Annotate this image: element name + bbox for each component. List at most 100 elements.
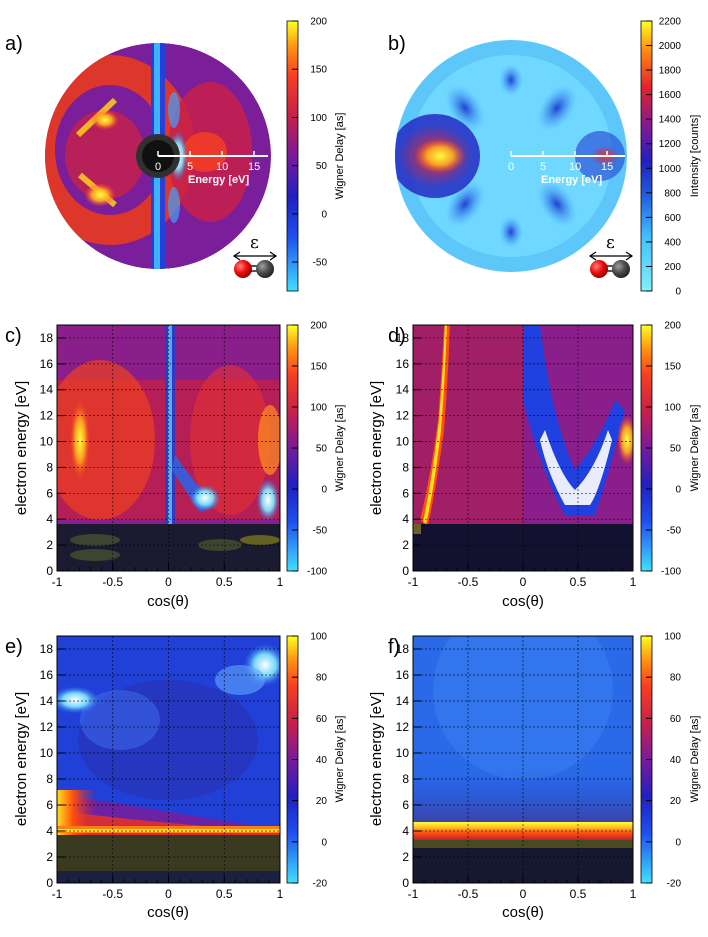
panel-f-colorbar-ticks: -20 0 20 40 60 80 100 — [646, 632, 681, 890]
colorbar-tick-label: 200 — [310, 321, 327, 332]
x-tick-label: 0.5 — [216, 575, 233, 589]
panel-a-energy-tick: 5 — [187, 161, 193, 173]
panel-a-energy-tick: 15 — [248, 161, 260, 173]
y-tick-label: 14 — [396, 694, 410, 708]
colorbar-tick-label: 2200 — [659, 17, 682, 28]
panel-a-colorbar-ticks: -50 0 50 100 150 200 — [292, 17, 327, 269]
x-tick-label: 1 — [277, 887, 284, 901]
y-tick-label: 6 — [46, 798, 53, 812]
x-tick-label: -0.5 — [102, 575, 123, 589]
panel-e-gridlines — [57, 636, 280, 883]
panel-a-molecule-icon: ε — [232, 233, 278, 278]
colorbar-tick-label: 60 — [316, 714, 328, 725]
colorbar-tick-label: 1200 — [659, 139, 682, 150]
colorbar-tick-label: 600 — [664, 213, 681, 224]
panel-d-colorbar-ticks: -100 -50 0 50 100 150 200 — [646, 321, 681, 578]
colorbar-tick-label: -50 — [313, 526, 328, 537]
y-tick-label: 2 — [402, 850, 409, 864]
y-tick-label: 8 — [402, 460, 409, 474]
y-tick-label: 14 — [40, 383, 54, 397]
y-tick-label: 4 — [46, 824, 53, 838]
colorbar-tick-label: 2000 — [659, 41, 682, 52]
colorbar-tick-label: 0 — [321, 837, 327, 848]
panel-b-colorbar-label: Intensity [counts] — [689, 115, 701, 198]
colorbar-tick-label: 1800 — [659, 66, 682, 77]
colorbar-tick-label: 0 — [321, 485, 327, 496]
panel-b-polarization-label: ε — [606, 233, 615, 253]
panel-b-energy-tick: 10 — [569, 161, 581, 173]
y-tick-label: 10 — [396, 746, 410, 760]
panel-a-polar-map — [45, 43, 271, 269]
y-tick-label: 0 — [46, 564, 53, 578]
panel-b-energy-ticks: 0 5 10 15 Energy [eV] — [508, 151, 613, 186]
panel-b-colorbar-ticks: 0 200 400 600 800 1000 1200 1400 1600 1800 2000 220… — [646, 17, 681, 298]
x-tick-label: -1 — [408, 575, 419, 589]
y-tick-label: 18 — [396, 642, 410, 656]
panel-e-ylabel: electron energy [eV] — [13, 692, 30, 826]
colorbar-tick-label: -50 — [313, 258, 328, 269]
x-tick-label: 0.5 — [570, 575, 587, 589]
colorbar-tick-label: 50 — [316, 444, 328, 455]
panel-f-label: f) — [388, 636, 400, 658]
x-tick-label: 0 — [520, 887, 527, 901]
colorbar-tick-label: 800 — [664, 188, 681, 199]
colorbar-tick-label: 100 — [310, 632, 327, 643]
x-tick-label: -1 — [52, 887, 63, 901]
y-tick-label: 18 — [40, 331, 54, 345]
colorbar-tick-label: -100 — [307, 567, 327, 578]
x-tick-label: 0 — [165, 887, 172, 901]
panel-c-heatmap — [57, 325, 280, 571]
y-tick-label: 2 — [46, 850, 53, 864]
panel-d-colorbar: -100 -50 0 50 100 150 200 Wigner Delay [as] — [640, 321, 701, 578]
x-tick-label: -1 — [408, 887, 419, 901]
y-tick-label: 2 — [46, 538, 53, 552]
panel-e-colorbar: -20 0 20 40 60 80 100 Wigner Delay [as] — [286, 632, 346, 890]
colorbar-tick-label: 40 — [316, 755, 328, 766]
y-tick-label: 6 — [402, 486, 409, 500]
panel-b-energy-label: Energy [eV] — [541, 174, 602, 186]
y-tick-label: 6 — [402, 798, 409, 812]
panel-b: b) 0 5 10 15 Energy [eV] — [388, 17, 701, 298]
colorbar-tick-label: 40 — [670, 755, 682, 766]
colorbar-tick-label: 100 — [664, 403, 681, 414]
y-tick-label: 14 — [396, 383, 410, 397]
colorbar-tick-label: 1600 — [659, 90, 682, 101]
x-tick-label: 1 — [630, 575, 637, 589]
panel-a-polarization-label: ε — [250, 233, 259, 253]
panel-e-colorbar-ticks: -20 0 20 40 60 80 100 — [292, 632, 327, 890]
colorbar-tick-label: 200 — [664, 262, 681, 273]
colorbar-tick-label: 0 — [675, 485, 681, 496]
panel-b-colorbar: 0 200 400 600 800 1000 1200 1400 1600 1800 2000 220… — [640, 17, 701, 298]
y-tick-label: 8 — [46, 460, 53, 474]
y-tick-label: 4 — [46, 512, 53, 526]
colorbar-tick-label: 1400 — [659, 115, 682, 126]
y-tick-label: 16 — [40, 357, 54, 371]
y-tick-label: 18 — [396, 331, 410, 345]
x-tick-label: 0.5 — [216, 887, 233, 901]
panel-a-colorbar-label: Wigner Delay [as] — [334, 113, 346, 200]
colorbar-tick-label: -50 — [667, 526, 682, 537]
colorbar-tick-label: 50 — [316, 161, 328, 172]
y-tick-label: 12 — [40, 409, 54, 423]
panel-b-energy-tick: 5 — [540, 161, 546, 173]
y-tick-label: 0 — [402, 564, 409, 578]
x-tick-label: -0.5 — [458, 887, 479, 901]
x-tick-label: 1 — [630, 887, 637, 901]
y-tick-label: 8 — [402, 772, 409, 786]
y-tick-label: 0 — [402, 876, 409, 890]
panel-c-xlabel: cos(θ) — [147, 593, 189, 610]
y-tick-label: 2 — [402, 538, 409, 552]
colorbar-tick-label: -100 — [661, 567, 681, 578]
x-tick-label: -0.5 — [458, 575, 479, 589]
x-tick-label: 0 — [165, 575, 172, 589]
panel-d-colorbar-label: Wigner Delay [as] — [689, 405, 701, 492]
colorbar-tick-label: 0 — [675, 287, 681, 298]
colorbar-tick-label: 200 — [310, 17, 327, 28]
y-tick-label: 10 — [40, 746, 54, 760]
panel-a-colorbar: -50 0 50 100 150 200 Wigner Delay [as] — [286, 17, 346, 292]
